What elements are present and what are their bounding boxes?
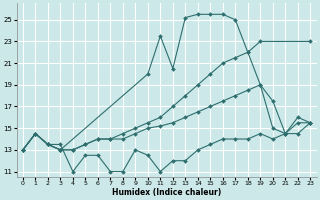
- X-axis label: Humidex (Indice chaleur): Humidex (Indice chaleur): [112, 188, 221, 197]
